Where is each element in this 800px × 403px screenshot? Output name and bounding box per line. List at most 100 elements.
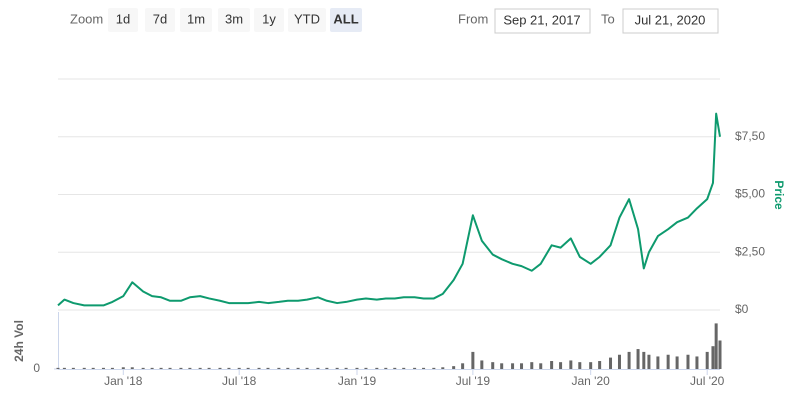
volume-bar	[56, 367, 60, 369]
zoom-button[interactable]	[180, 8, 212, 32]
volume-bar	[627, 351, 631, 369]
volume-bar	[578, 362, 582, 369]
volume-bar	[82, 367, 86, 369]
volume-bar	[277, 367, 281, 369]
zoom-button-label[interactable]: 1d	[116, 11, 130, 26]
volume-bar	[569, 360, 573, 369]
volume-bar	[617, 354, 621, 369]
zoom-button[interactable]	[288, 8, 326, 32]
zoom-button-label[interactable]: 7d	[153, 11, 167, 26]
volume-bar	[159, 367, 163, 369]
volume-bar	[227, 367, 231, 369]
zoom-button-label[interactable]: YTD	[294, 11, 320, 26]
volume-bar	[237, 367, 241, 369]
volume-bar	[101, 367, 105, 369]
zoom-button[interactable]	[218, 8, 250, 32]
zoom-button[interactable]	[254, 8, 284, 32]
volume-bar	[656, 356, 660, 369]
volume-bar	[62, 367, 66, 369]
volume-bar	[168, 367, 172, 369]
volume-bar	[598, 361, 602, 369]
volume-bar	[441, 367, 445, 369]
price-line	[57, 112, 721, 307]
from-input[interactable]	[494, 8, 591, 34]
volume-bar	[718, 340, 722, 369]
volume-axis-title: 24h Vol	[12, 320, 26, 362]
volume-bar	[91, 367, 95, 369]
volume-bar	[559, 362, 563, 369]
volume-bar	[296, 367, 300, 369]
volume-bar	[471, 351, 475, 369]
y-axis-title: Price	[772, 180, 786, 210]
x-tick-label: Jan '19	[338, 374, 377, 388]
volume-bar	[335, 367, 339, 369]
volume-bar	[422, 367, 426, 369]
to-value[interactable]: Jul 21, 2020	[635, 12, 706, 27]
x-tick-label: Jul '18	[222, 374, 257, 388]
zoom-button[interactable]	[108, 8, 138, 32]
volume-bar	[402, 367, 406, 369]
volume-bar	[539, 363, 543, 369]
zoom-button-label[interactable]: 1m	[187, 11, 205, 26]
to-input[interactable]	[622, 8, 719, 34]
volume-bar	[636, 349, 640, 369]
volume-bar	[647, 354, 651, 369]
from-label: From	[458, 11, 488, 26]
volume-bar	[266, 367, 270, 369]
volume-bar	[364, 367, 368, 369]
volume-bar	[500, 363, 504, 369]
y-tick-label: $2,50	[735, 244, 765, 258]
volume-bar	[141, 367, 145, 369]
volume-bar	[705, 351, 709, 369]
volume-bar	[530, 362, 534, 369]
volume-bar	[461, 363, 465, 369]
x-tick-label: Jul '20	[690, 374, 725, 388]
zoom-button[interactable]	[145, 8, 175, 32]
volume-bar	[413, 367, 417, 369]
volume-bar	[520, 363, 524, 369]
volume-bar	[491, 362, 495, 369]
volume-bar	[316, 367, 320, 369]
volume-bar	[257, 367, 261, 369]
zoom-button[interactable]	[330, 8, 362, 32]
volume-bar	[121, 367, 125, 369]
volume-bar	[305, 367, 309, 369]
volume-bar	[355, 367, 359, 369]
y-tick-label: $5,00	[735, 187, 765, 201]
volume-bar	[550, 361, 554, 369]
volume-bar	[675, 356, 679, 369]
volume-bar	[609, 357, 613, 369]
volume-bar	[325, 367, 329, 369]
volume-bar	[344, 367, 348, 369]
volume-bar	[480, 360, 484, 369]
volume-bar	[198, 367, 202, 369]
volume-bar	[666, 354, 670, 369]
volume-bar	[130, 367, 134, 369]
zoom-label: Zoom	[70, 11, 103, 26]
volume-bar	[218, 367, 222, 369]
volume-bar	[511, 363, 515, 369]
zoom-button-label[interactable]: ALL	[333, 11, 358, 26]
zoom-button-label[interactable]: 3m	[225, 11, 243, 26]
from-value[interactable]: Sep 21, 2017	[503, 12, 580, 27]
volume-bar	[695, 356, 699, 369]
volume-bar	[589, 362, 593, 369]
zoom-button-label[interactable]: 1y	[262, 11, 276, 26]
volume-bar	[188, 367, 192, 369]
volume-bar	[642, 351, 646, 369]
volume-bar	[686, 354, 690, 369]
x-tick-label: Jan '20	[572, 374, 611, 388]
volume-bar	[286, 367, 290, 369]
volume-bar	[432, 367, 436, 369]
x-tick-label: Jul '19	[456, 374, 491, 388]
volume-bar	[207, 367, 211, 369]
volume-bar	[110, 367, 114, 369]
volume-bar	[246, 367, 250, 369]
volume-bar	[375, 367, 379, 369]
volume-bar	[711, 346, 715, 369]
volume-bar	[150, 367, 154, 369]
volume-bar	[71, 367, 75, 369]
to-label: To	[601, 11, 615, 26]
volume-bar	[384, 367, 388, 369]
y-tick-label: $7,50	[735, 129, 765, 143]
